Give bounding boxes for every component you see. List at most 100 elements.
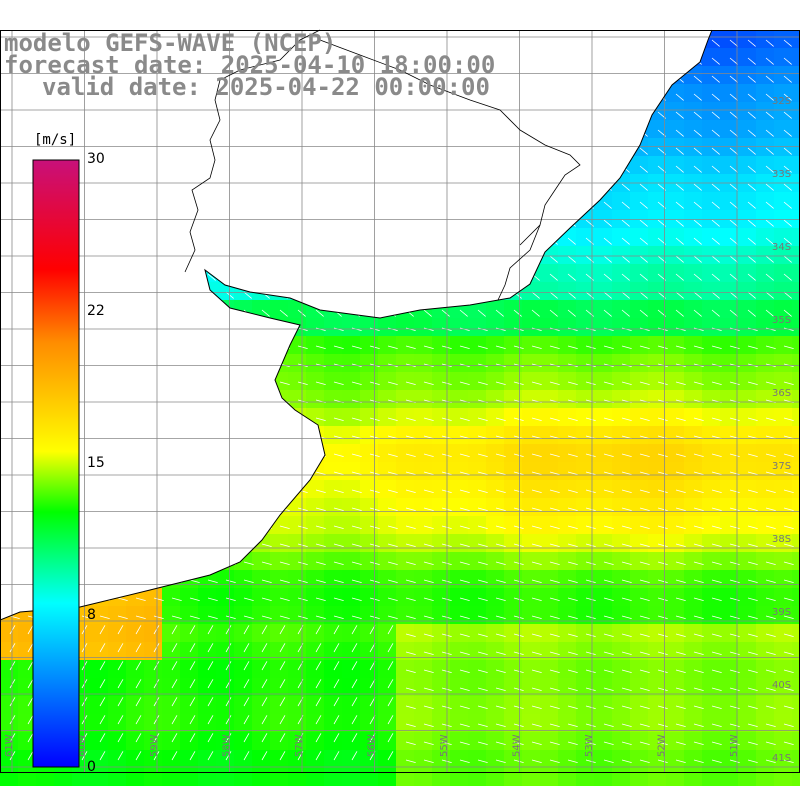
colorbar-tick-30: 30 (87, 151, 105, 167)
field-cell (666, 282, 684, 300)
field-cell (270, 300, 288, 318)
wind-arrow (117, 733, 124, 743)
field-cell (522, 336, 540, 354)
wind-arrow (639, 633, 650, 637)
wind-arrow (603, 309, 612, 317)
field-cell (468, 552, 486, 570)
wind-arrow (423, 615, 434, 619)
field-cell (324, 462, 342, 480)
wind-arrow (711, 345, 722, 349)
field-cell (450, 462, 468, 480)
wind-arrow (585, 381, 596, 385)
field-cell (630, 750, 648, 768)
wind-arrow (747, 129, 756, 137)
field-cell (738, 768, 756, 786)
field-cell (792, 372, 800, 390)
field-cell (450, 390, 468, 408)
wind-arrow (783, 75, 792, 83)
wind-arrow (9, 679, 16, 689)
field-cell (792, 642, 800, 660)
wind-arrow (297, 579, 308, 583)
field-cell (414, 606, 432, 624)
wind-arrow (639, 471, 650, 475)
field-cell (738, 462, 756, 480)
wind-arrow (783, 93, 792, 101)
field-cell (504, 660, 522, 678)
field-cell (720, 624, 738, 642)
field-cell (576, 318, 594, 336)
field-cell (702, 444, 720, 462)
field-cell (522, 516, 540, 534)
field-cell (360, 462, 378, 480)
wind-arrow (135, 597, 146, 601)
wind-arrow (729, 75, 738, 83)
wind-arrow (351, 715, 358, 725)
field-cell (360, 318, 378, 336)
field-cell (288, 714, 306, 732)
field-cell (558, 390, 576, 408)
field-cell (432, 372, 450, 390)
field-cell (738, 228, 756, 246)
wind-arrow (585, 669, 596, 673)
field-cell (540, 660, 558, 678)
wind-arrow (747, 543, 758, 547)
wind-arrow (333, 751, 340, 761)
field-cell (648, 210, 666, 228)
field-cell (288, 354, 306, 372)
field-cell (468, 696, 486, 714)
field-cell (126, 624, 144, 642)
wind-arrow (171, 733, 178, 743)
wind-arrow (171, 715, 178, 725)
wind-arrow (675, 669, 686, 673)
field-cell (630, 768, 648, 786)
field-cell (378, 354, 396, 372)
field-cell (756, 660, 774, 678)
field-cell (630, 300, 648, 318)
field-cell (738, 552, 756, 570)
field-cell (252, 750, 270, 768)
field-cell (504, 390, 522, 408)
field-cell (432, 570, 450, 588)
field-cell (18, 768, 36, 786)
wind-arrow (207, 273, 216, 281)
field-cell (612, 750, 630, 768)
field-cell (756, 246, 774, 264)
field-cell (162, 714, 180, 732)
wind-arrow (531, 471, 542, 475)
field-cell (720, 552, 738, 570)
wind-arrow (675, 525, 686, 529)
field-cell (558, 318, 576, 336)
wind-arrow (675, 759, 686, 763)
wind-arrow (387, 715, 394, 725)
field-cell (576, 264, 594, 282)
field-cell (36, 768, 54, 786)
field-cell (630, 282, 648, 300)
field-cell (720, 120, 738, 138)
wind-arrow (603, 579, 614, 583)
field-cell (432, 426, 450, 444)
field-cell (306, 552, 324, 570)
wind-arrow (405, 705, 416, 709)
field-cell (612, 318, 630, 336)
colorbar-tick-0: 0 (87, 759, 96, 775)
field-cell (738, 426, 756, 444)
field-cell (684, 696, 702, 714)
field-cell (612, 264, 630, 282)
field-cell (756, 624, 774, 642)
field-cell (468, 336, 486, 354)
field-cell (792, 48, 800, 66)
field-cell (738, 480, 756, 498)
field-cell (594, 714, 612, 732)
field-cell (774, 642, 792, 660)
field-cell (702, 624, 720, 642)
wind-arrow (153, 733, 160, 743)
wind-arrow (423, 381, 434, 385)
wind-arrow (423, 705, 434, 709)
field-cell (414, 732, 432, 750)
field-cell (108, 750, 126, 768)
field-cell (630, 534, 648, 552)
field-cell (738, 210, 756, 228)
field-cell (774, 372, 792, 390)
wind-arrow (639, 561, 650, 565)
field-cell (414, 750, 432, 768)
